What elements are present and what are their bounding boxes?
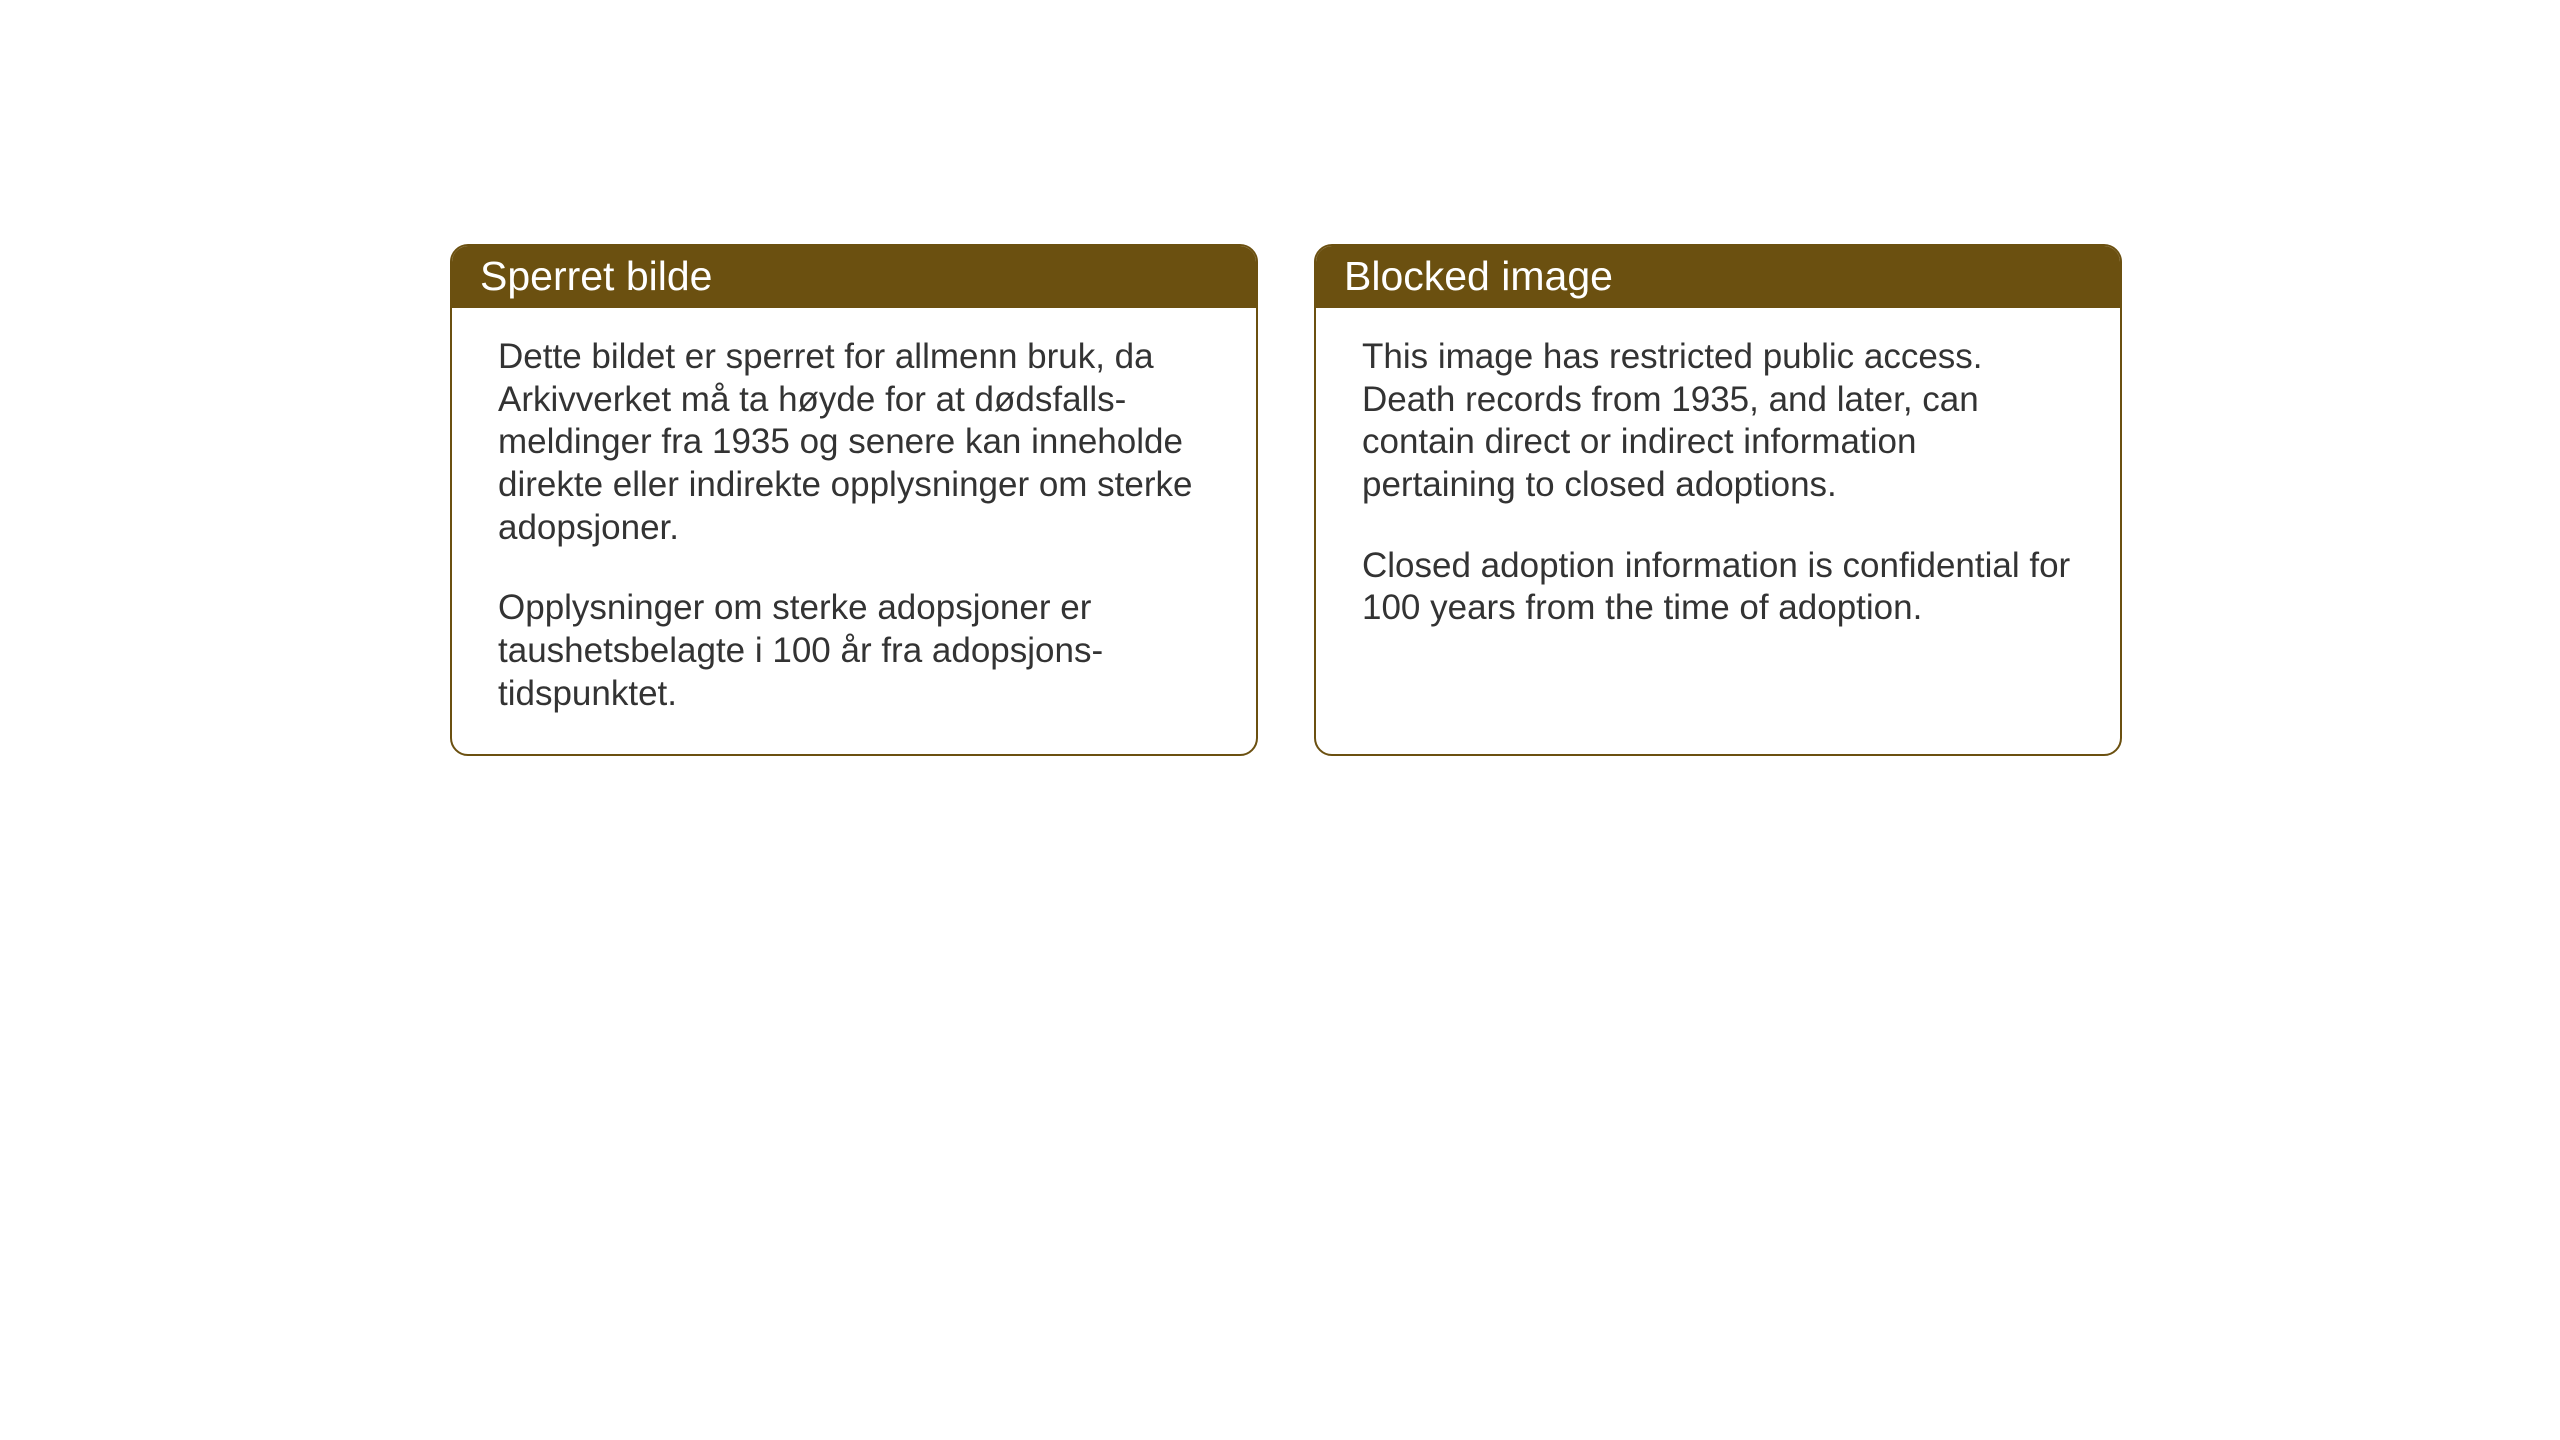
- card-body-norwegian: Dette bildet er sperret for allmenn bruk…: [452, 308, 1256, 744]
- card-paragraph-1-norwegian: Dette bildet er sperret for allmenn bruk…: [498, 336, 1210, 549]
- card-title-english: Blocked image: [1344, 253, 1613, 300]
- card-paragraph-2-english: Closed adoption information is confident…: [1362, 545, 2074, 630]
- card-norwegian: Sperret bilde Dette bildet er sperret fo…: [450, 244, 1258, 756]
- card-title-norwegian: Sperret bilde: [480, 253, 712, 300]
- card-english: Blocked image This image has restricted …: [1314, 244, 2122, 756]
- card-header-norwegian: Sperret bilde: [452, 246, 1256, 308]
- card-header-english: Blocked image: [1316, 246, 2120, 308]
- card-paragraph-1-english: This image has restricted public access.…: [1362, 336, 2074, 507]
- cards-container: Sperret bilde Dette bildet er sperret fo…: [450, 244, 2122, 756]
- card-body-english: This image has restricted public access.…: [1316, 308, 2120, 658]
- card-paragraph-2-norwegian: Opplysninger om sterke adopsjoner er tau…: [498, 587, 1210, 715]
